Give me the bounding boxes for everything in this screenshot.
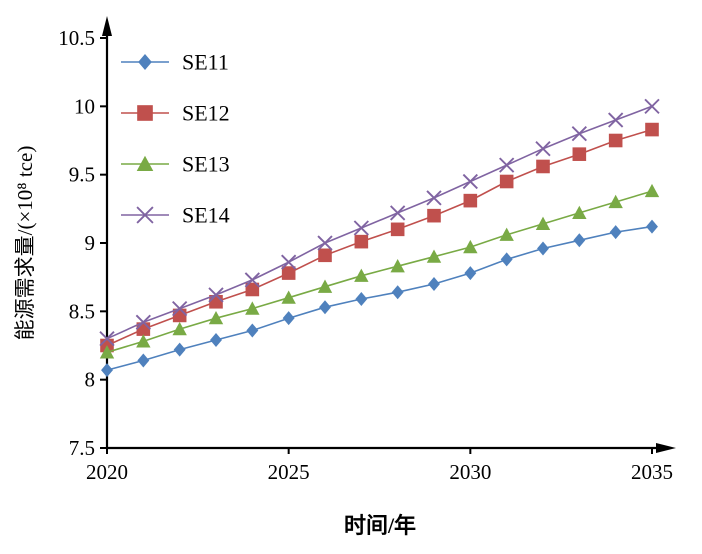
legend-item-SE14: SE14	[121, 203, 230, 228]
x-axis-title: 时间/年	[343, 513, 417, 538]
y-tick-label: 8.5	[69, 299, 95, 323]
series-SE12	[100, 122, 659, 353]
x-tick-label: 2035	[631, 460, 673, 484]
legend-item-SE11: SE11	[121, 50, 229, 75]
x-tick-label: 2020	[86, 460, 128, 484]
x-axis-arrow	[656, 443, 676, 453]
legend: SE11 SE12 SE13 SE14	[121, 50, 230, 228]
y-tick-labels: 7.5 8 8.5 9 9.5 10 10.5	[58, 26, 107, 460]
axes	[102, 16, 676, 453]
y-axis-title: 能源需求量/(×10⁸ tce)	[13, 145, 37, 341]
y-tick-label: 7.5	[69, 436, 95, 460]
y-tick-label: 10	[74, 94, 95, 118]
x-tick-label: 2030	[449, 460, 491, 484]
series-SE11	[101, 219, 658, 378]
y-tick-label: 9.5	[69, 163, 95, 187]
legend-label: SE12	[182, 101, 230, 126]
series-SE13	[99, 183, 660, 359]
legend-label: SE11	[182, 50, 229, 75]
y-tick-label: 10.5	[58, 26, 95, 50]
legend-label: SE13	[182, 152, 230, 177]
y-tick-label: 8	[85, 368, 96, 392]
legend-item-SE12: SE12	[121, 101, 230, 126]
y-axis-arrow	[102, 16, 112, 36]
legend-label: SE14	[182, 203, 230, 228]
x-tick-labels: 2020 2025 2030 2035	[86, 448, 673, 484]
y-tick-label: 9	[85, 231, 96, 255]
x-tick-label: 2025	[268, 460, 310, 484]
legend-item-SE13: SE13	[121, 152, 230, 177]
series-SE14	[99, 98, 660, 347]
